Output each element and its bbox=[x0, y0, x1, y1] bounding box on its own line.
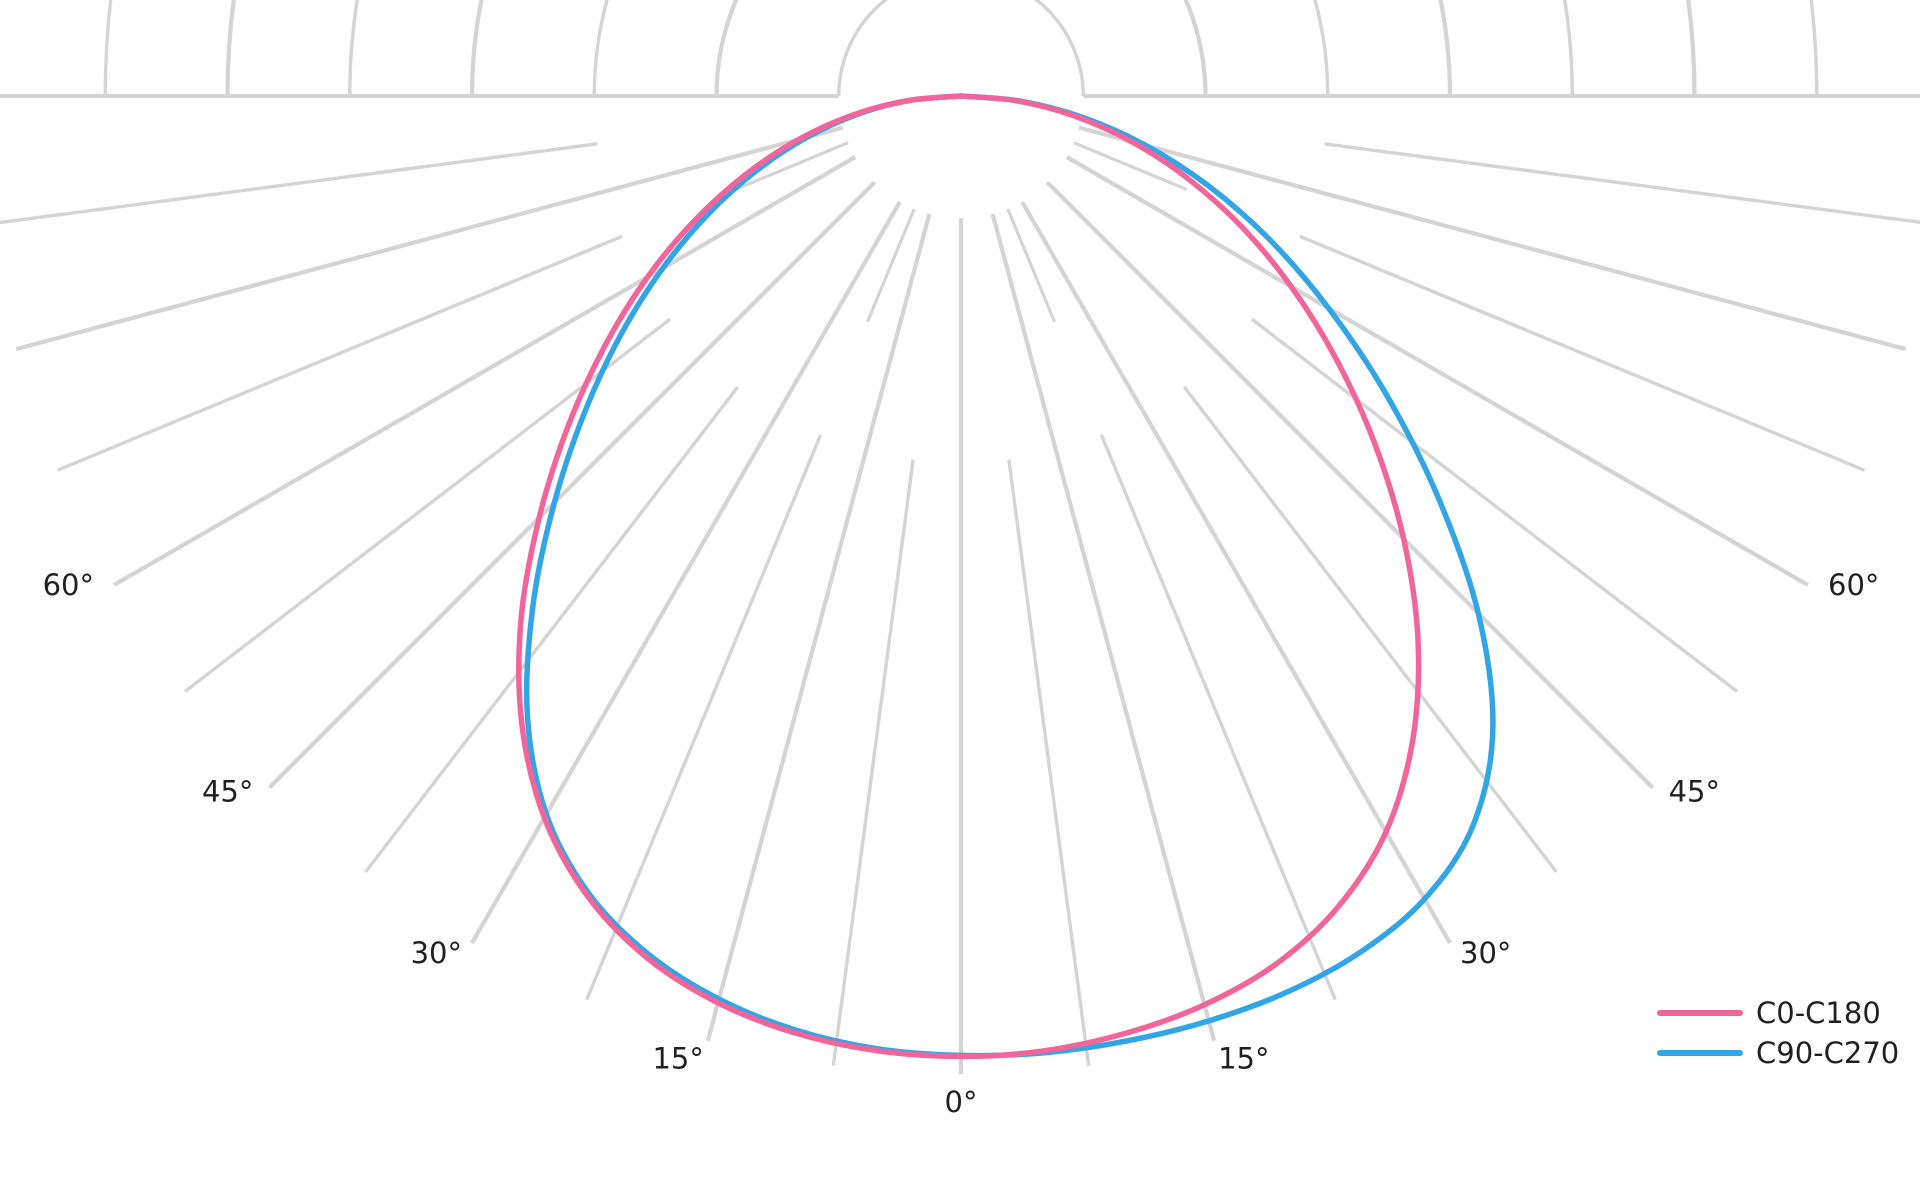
grid-angular-spokes bbox=[0, 93, 1920, 1074]
series-line-c90-c270 bbox=[523, 93, 1496, 1059]
angle-label-l45: 45° bbox=[202, 775, 253, 809]
grid-ring-6 bbox=[225, 0, 1697, 97]
angle-tick-labels: 90°75°60°45°30°15°0°15°30°45°60°75°90° bbox=[43, 568, 1880, 1119]
grid-ring-3 bbox=[592, 0, 1330, 97]
grid-spoke--15 bbox=[705, 213, 932, 1042]
grid-inner-spoke-45 bbox=[1046, 181, 1136, 271]
angle-label-r30: 30° bbox=[1460, 936, 1511, 970]
legend-label-c0-c180: C0-C180 bbox=[1756, 996, 1881, 1030]
grid-inner-spoke--45 bbox=[786, 181, 876, 271]
grid-inner-spoke-22.5 bbox=[1006, 208, 1057, 323]
series-line-c0-c180 bbox=[516, 93, 1422, 1060]
grid-spoke-15 bbox=[990, 213, 1217, 1042]
grid-spoke-45 bbox=[1045, 180, 1655, 790]
grid-spoke--52.5 bbox=[184, 317, 672, 693]
angle-label-l15: 15° bbox=[652, 1042, 703, 1076]
angle-label-l60: 60° bbox=[43, 568, 94, 602]
grid-spoke-52.5 bbox=[1250, 317, 1738, 693]
grid-spoke-60 bbox=[1065, 155, 1810, 587]
grid-inner-spoke--22.5 bbox=[865, 208, 916, 323]
angle-label-r60: 60° bbox=[1828, 568, 1879, 602]
chart-legend: C0-C180 C90-C270 bbox=[1657, 996, 1899, 1070]
grid-spoke--7.5 bbox=[831, 459, 915, 1066]
angle-label-r15: 15° bbox=[1218, 1042, 1269, 1076]
grid-ring-7 bbox=[103, 0, 1819, 97]
angle-label-l30: 30° bbox=[411, 936, 462, 970]
grid-ring-4 bbox=[469, 0, 1453, 97]
grid-spoke-30 bbox=[1020, 200, 1452, 945]
grid-group bbox=[0, 0, 1920, 1074]
grid-spoke--60 bbox=[112, 155, 857, 587]
grid-ring-5 bbox=[348, 0, 1574, 97]
grid-spoke-37.5 bbox=[1182, 385, 1558, 873]
grid-spoke-22.5 bbox=[1099, 434, 1337, 1001]
grid-spoke-7.5 bbox=[1007, 459, 1091, 1066]
grid-spoke-75 bbox=[1078, 125, 1907, 352]
grid-spoke-82.5 bbox=[1324, 142, 1920, 224]
grid-ring-1 bbox=[837, 0, 1085, 97]
grid-ring-2 bbox=[714, 0, 1208, 97]
grid-spoke--22.5 bbox=[585, 434, 823, 1001]
grid-inner-spoke--67.5 bbox=[734, 141, 849, 192]
grid-spoke--37.5 bbox=[364, 385, 740, 873]
series-group bbox=[516, 93, 1496, 1060]
grid-spoke--45 bbox=[267, 180, 877, 790]
grid-spoke--75 bbox=[15, 125, 844, 352]
grid-inner-spoke-67.5 bbox=[1073, 141, 1188, 192]
legend-label-c90-c270: C90-C270 bbox=[1756, 1036, 1899, 1070]
grid-spoke--67.5 bbox=[56, 234, 623, 472]
grid-radial-arcs bbox=[103, 0, 1819, 97]
angle-label-l0: 0° bbox=[945, 1085, 978, 1119]
outer-boundary-arc bbox=[0, 0, 1920, 96]
grid-spoke--82.5 bbox=[0, 142, 598, 225]
grid-spoke-67.5 bbox=[1299, 234, 1866, 472]
angle-label-r45: 45° bbox=[1669, 775, 1720, 809]
